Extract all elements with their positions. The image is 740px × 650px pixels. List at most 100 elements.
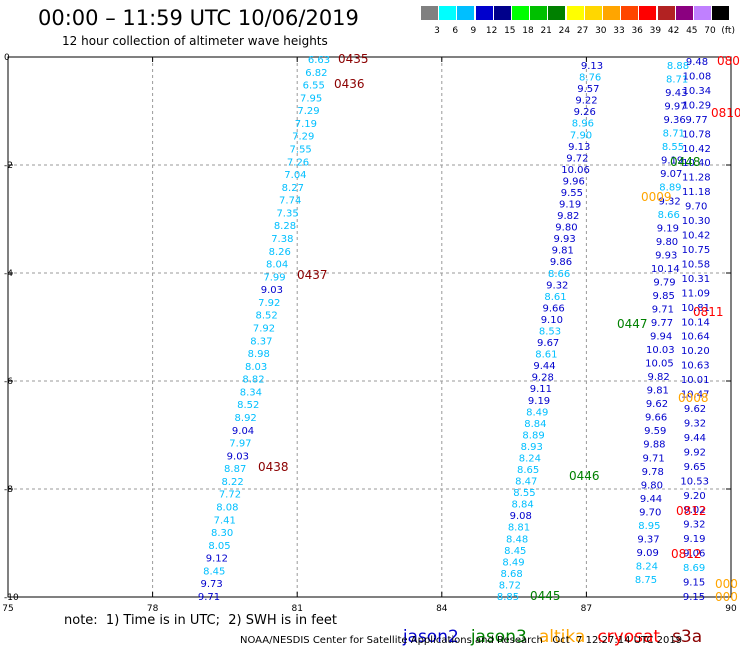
wave-height-value: 8.34 bbox=[240, 387, 262, 398]
wave-height-value: 11.28 bbox=[682, 173, 711, 184]
color-scale-label: 12 bbox=[485, 26, 498, 36]
wave-height-value: 8.47 bbox=[515, 477, 537, 488]
wave-height-value: 11.18 bbox=[682, 187, 711, 198]
wave-height-value: 7.95 bbox=[300, 93, 322, 104]
wave-height-value: 8.89 bbox=[659, 183, 681, 194]
wave-height-value: 10.20 bbox=[681, 346, 710, 357]
wave-height-value: 9.94 bbox=[650, 332, 672, 343]
wave-height-value: 8.48 bbox=[506, 534, 528, 545]
color-scale-label: 39 bbox=[649, 26, 662, 36]
color-swatch bbox=[675, 6, 693, 20]
y-tick-label: -2 bbox=[4, 161, 13, 171]
wave-height-value: 8.65 bbox=[517, 465, 539, 476]
wave-height-value: 8.85 bbox=[497, 592, 519, 603]
time-label: 0446 bbox=[569, 469, 600, 483]
wave-height-value: 9.70 bbox=[685, 202, 707, 213]
wave-height-value: 9.93 bbox=[553, 234, 575, 245]
wave-height-value: 9.04 bbox=[232, 426, 254, 437]
page-subtitle: 12 hour collection of altimeter wave hei… bbox=[62, 34, 328, 48]
time-label: 0447 bbox=[617, 317, 648, 331]
wave-height-value: 8.66 bbox=[548, 269, 570, 280]
wave-height-value: 9.77 bbox=[651, 318, 673, 329]
time-label: 0809 bbox=[717, 54, 740, 68]
wave-height-value: 9.62 bbox=[646, 399, 668, 410]
wave-height-value: 8.95 bbox=[638, 521, 660, 532]
wave-height-value: 10.06 bbox=[561, 165, 590, 176]
wave-height-value: 8.68 bbox=[501, 569, 523, 580]
wave-height-value: 7.26 bbox=[287, 157, 309, 168]
wave-height-value: 9.96 bbox=[563, 176, 585, 187]
wave-height-value: 9.19 bbox=[559, 200, 581, 211]
wave-height-value: 7.74 bbox=[279, 196, 301, 207]
wave-height-value: 8.24 bbox=[519, 453, 541, 464]
wave-height-value: 8.88 bbox=[667, 61, 689, 72]
wave-height-value: 8.61 bbox=[544, 292, 566, 303]
wave-height-value: 9.44 bbox=[684, 433, 706, 444]
wave-height-value: 8.49 bbox=[526, 407, 548, 418]
color-swatch bbox=[439, 6, 457, 20]
color-scale-label: 30 bbox=[595, 26, 607, 36]
time-label: 0448 bbox=[670, 155, 701, 169]
time-label: 0009 bbox=[641, 190, 672, 204]
wave-height-value: 8.55 bbox=[513, 488, 535, 499]
wave-height-value: 10.64 bbox=[681, 332, 710, 343]
wave-height-value: 10.08 bbox=[683, 71, 712, 82]
wave-height-value: 10.30 bbox=[682, 216, 711, 227]
time-label: 000 bbox=[715, 577, 738, 591]
map-frame bbox=[7, 56, 732, 598]
wave-height-value: 7.19 bbox=[295, 119, 317, 130]
y-tick-label: -4 bbox=[4, 269, 13, 279]
wave-height-value: 8.03 bbox=[245, 362, 267, 373]
wave-height-value: 8.76 bbox=[579, 73, 601, 84]
time-label: 0445 bbox=[530, 589, 561, 603]
wave-height-value: 9.57 bbox=[577, 84, 599, 95]
legend-altika: altika bbox=[538, 627, 586, 647]
wave-height-value: 9.02 bbox=[683, 505, 705, 516]
wave-height-value: 10.14 bbox=[681, 317, 710, 328]
wave-height-value: 9.65 bbox=[684, 462, 706, 473]
x-tick-label: 78 bbox=[147, 604, 159, 614]
color-swatch bbox=[493, 6, 511, 20]
wave-height-value: 8.37 bbox=[250, 336, 272, 347]
wave-height-value: 8.69 bbox=[683, 563, 705, 574]
wave-height-value: 7.92 bbox=[258, 298, 280, 309]
wave-height-value: 10.01 bbox=[681, 375, 710, 386]
y-tick-label: -6 bbox=[4, 377, 13, 387]
wave-height-value: 10.14 bbox=[651, 264, 680, 275]
wave-height-value: 9.07 bbox=[660, 169, 682, 180]
wave-height-value: 9.43 bbox=[665, 88, 687, 99]
wave-height-value: 9.11 bbox=[530, 384, 552, 395]
wave-height-value: 8.87 bbox=[224, 464, 246, 475]
color-scale-label: 24 bbox=[558, 26, 571, 36]
color-swatch bbox=[603, 6, 620, 20]
wave-height-value: 9.85 bbox=[653, 291, 675, 302]
color-scale-label: 70 bbox=[704, 26, 716, 36]
color-swatch bbox=[639, 6, 657, 20]
time-label: 0810 bbox=[711, 106, 740, 120]
x-tick-label: 87 bbox=[581, 604, 592, 614]
wave-height-value: 9.28 bbox=[532, 373, 554, 384]
wave-height-value: 9.81 bbox=[647, 386, 669, 397]
wave-height-value: 9.80 bbox=[555, 223, 577, 234]
wave-height-value: 9.32 bbox=[546, 280, 568, 291]
wave-height-value: 7.92 bbox=[253, 324, 275, 335]
wave-height-value: 9.88 bbox=[643, 440, 665, 451]
wave-height-value: 9.79 bbox=[653, 277, 675, 288]
x-tick-label: 75 bbox=[2, 604, 13, 614]
wave-height-value: 9.19 bbox=[683, 534, 705, 545]
wave-height-value: 9.15 bbox=[683, 578, 705, 589]
color-swatch bbox=[421, 6, 438, 20]
wave-height-value: 10.03 bbox=[646, 345, 675, 356]
wave-height-value: 8.89 bbox=[522, 430, 544, 441]
wave-height-value: 9.92 bbox=[684, 447, 706, 458]
wave-height-value: 9.26 bbox=[574, 107, 596, 118]
wave-height-value: 9.66 bbox=[543, 303, 565, 314]
wave-height-value: 10.63 bbox=[681, 361, 710, 372]
wave-height-value: 9.77 bbox=[686, 115, 708, 126]
wave-height-value: 9.55 bbox=[561, 188, 583, 199]
wave-height-value: 10.47 bbox=[681, 390, 710, 401]
map-grid bbox=[8, 57, 731, 597]
wave-height-value: 9.73 bbox=[200, 579, 222, 590]
wave-height-value: 8.45 bbox=[504, 546, 526, 557]
wave-height-value: 9.80 bbox=[656, 237, 678, 248]
